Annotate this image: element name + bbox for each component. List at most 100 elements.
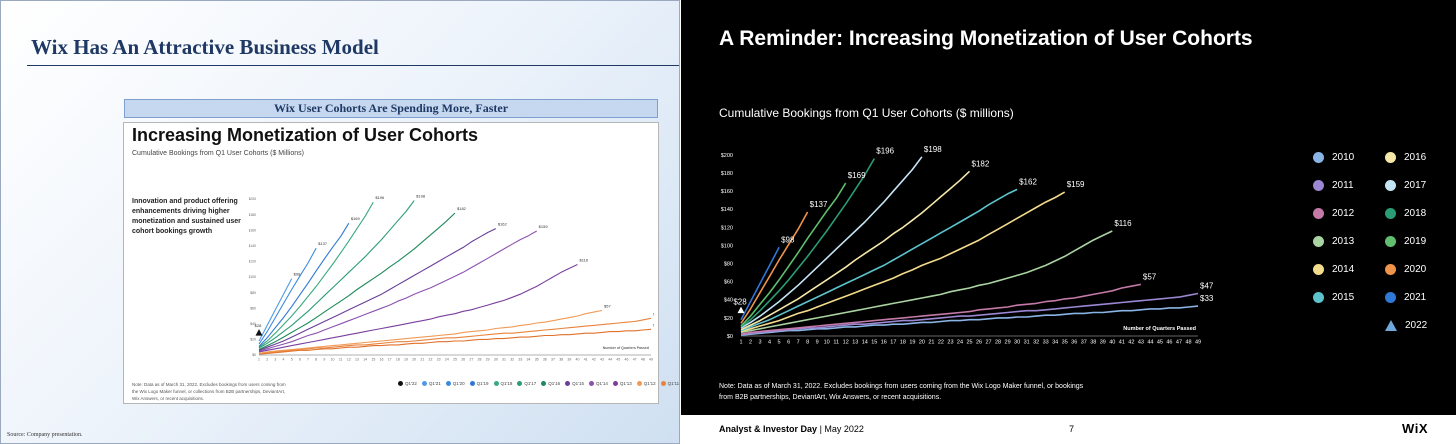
x-tick-label: 2 bbox=[266, 358, 268, 362]
series-line-2011 bbox=[740, 292, 1199, 335]
x-tick-label: 11 bbox=[833, 340, 839, 346]
x-tick-label: 40 bbox=[1109, 340, 1115, 346]
inset-legend-item: Q1'13 bbox=[612, 381, 632, 386]
y-tick-label: $180 bbox=[249, 213, 256, 217]
inset-legend-label: Q1'11 bbox=[667, 381, 680, 386]
legend-triangle-icon bbox=[1385, 320, 1397, 331]
x-tick-label: 15 bbox=[871, 340, 877, 346]
legend-dot-icon bbox=[421, 381, 427, 386]
x-tick-label: 39 bbox=[567, 358, 571, 362]
legend-dot-icon bbox=[469, 381, 475, 386]
inset-legend-item: Q1'22 bbox=[398, 381, 417, 386]
x-tick-label: 33 bbox=[1043, 340, 1049, 346]
inset-legend-item: Q1'20 bbox=[445, 381, 465, 386]
y-tick-label: $0 bbox=[727, 334, 733, 340]
legend-item-2011: 2011 bbox=[1313, 180, 1354, 191]
data-label-2014: $159 bbox=[539, 224, 549, 229]
series-line-2021 bbox=[258, 278, 293, 342]
data-label-2020: $137 bbox=[810, 200, 828, 209]
x-tick-label: 28 bbox=[995, 340, 1001, 346]
x-tick-label: 2 bbox=[749, 340, 752, 346]
y-tick-label: $20 bbox=[724, 316, 733, 322]
x-tick-label: 41 bbox=[1119, 340, 1125, 346]
x-tick-label: 26 bbox=[976, 340, 982, 346]
legend-label: 2021 bbox=[1404, 292, 1427, 303]
x-tick-label: 29 bbox=[486, 358, 490, 362]
x-tick-label: 47 bbox=[633, 358, 637, 362]
data-label-2015: $162 bbox=[1019, 177, 1037, 186]
legend-label: 2011 bbox=[1332, 180, 1354, 191]
data-label-2016: $182 bbox=[457, 206, 467, 211]
series-line-2010 bbox=[740, 305, 1199, 336]
legend-dot-icon bbox=[493, 381, 499, 386]
x-tick-label: 49 bbox=[1195, 340, 1201, 346]
x-axis-title: Number of Quarters Passed bbox=[1123, 326, 1196, 332]
legend-dot-icon bbox=[1313, 152, 1324, 163]
legend-dot-icon bbox=[1313, 208, 1324, 219]
legend-item-2018: 2018 bbox=[1385, 208, 1426, 219]
inset-legend-label: Q1'19 bbox=[476, 381, 489, 386]
inset-legend-item: Q1'18 bbox=[493, 381, 513, 386]
x-tick-label: 48 bbox=[641, 358, 645, 362]
chart-footnote: Note: Data as of March 31, 2022. Exclude… bbox=[719, 383, 1084, 401]
legend-dot-icon bbox=[1385, 236, 1396, 247]
x-tick-label: 24 bbox=[957, 340, 963, 346]
page-number: 7 bbox=[1069, 424, 1075, 434]
legend-dot-icon bbox=[1385, 292, 1396, 303]
x-tick-label: 31 bbox=[502, 358, 506, 362]
inset-legend-label: Q1'20 bbox=[452, 381, 465, 386]
x-tick-label: 45 bbox=[1157, 340, 1163, 346]
footer-event: Analyst & Investor Day | May 2022 bbox=[719, 424, 864, 434]
series-line-2013 bbox=[740, 230, 1113, 334]
source-note: Source: Company presentation. bbox=[7, 432, 83, 438]
x-tick-label: 9 bbox=[816, 340, 819, 346]
inset-legend-label: Q1'18 bbox=[500, 381, 513, 386]
series-line-2014 bbox=[258, 230, 537, 352]
series-line-2013 bbox=[258, 264, 578, 353]
inset-legend-label: Q1'17 bbox=[524, 381, 537, 386]
legend-item-2016: 2016 bbox=[1385, 152, 1426, 163]
x-tick-label: 29 bbox=[1005, 340, 1011, 346]
x-tick-label: 48 bbox=[1185, 340, 1191, 346]
legend-item-2022: 2022 bbox=[1385, 320, 1427, 331]
legend-dot-icon bbox=[1385, 264, 1396, 275]
data-label-2010: $33 bbox=[653, 322, 654, 327]
y-tick-label: $120 bbox=[721, 225, 733, 231]
legend-dot-icon bbox=[1313, 180, 1324, 191]
legend-dot-icon bbox=[1385, 152, 1396, 163]
legend-label: 2020 bbox=[1404, 264, 1427, 275]
data-label-2010: $33 bbox=[1200, 294, 1214, 303]
inset-legend-label: Q1'13 bbox=[619, 381, 632, 386]
inset-legend-item: Q1'19 bbox=[469, 381, 489, 386]
data-label-2019: $169 bbox=[351, 216, 361, 221]
inset-legend-label: Q1'22 bbox=[405, 381, 417, 386]
left-slide-title: Wix Has An Attractive Business Model bbox=[31, 35, 379, 59]
x-tick-label: 4 bbox=[283, 358, 285, 362]
legend-item-2012: 2012 bbox=[1313, 208, 1354, 219]
series-line-2010 bbox=[258, 328, 652, 355]
data-label-2012: $57 bbox=[1143, 272, 1157, 281]
x-tick-label: 9 bbox=[323, 358, 325, 362]
x-tick-label: 7 bbox=[797, 340, 800, 346]
x-tick-label: 25 bbox=[453, 358, 457, 362]
x-tick-label: 6 bbox=[299, 358, 301, 362]
x-tick-label: 38 bbox=[1090, 340, 1096, 346]
x-tick-label: 16 bbox=[881, 340, 887, 346]
y-tick-label: $120 bbox=[249, 260, 256, 264]
series-line-2016 bbox=[740, 170, 971, 331]
y-tick-label: $100 bbox=[721, 243, 733, 249]
x-tick-label: 12 bbox=[347, 358, 351, 362]
y-tick-label: $160 bbox=[249, 228, 256, 232]
data-label-2011: $47 bbox=[1200, 281, 1214, 290]
x-tick-label: 31 bbox=[1024, 340, 1030, 346]
x-tick-label: 15 bbox=[371, 358, 375, 362]
y-tick-label: $80 bbox=[250, 291, 256, 295]
series-line-2015 bbox=[258, 228, 497, 351]
data-label-2022: $28 bbox=[255, 323, 262, 328]
inset-legend-item: Q1'12 bbox=[636, 381, 656, 386]
legend-dot-icon bbox=[1313, 264, 1324, 275]
title-divider bbox=[27, 65, 679, 66]
x-tick-label: 32 bbox=[510, 358, 514, 362]
series-line-2017 bbox=[740, 156, 923, 329]
x-tick-label: 1 bbox=[258, 358, 260, 362]
